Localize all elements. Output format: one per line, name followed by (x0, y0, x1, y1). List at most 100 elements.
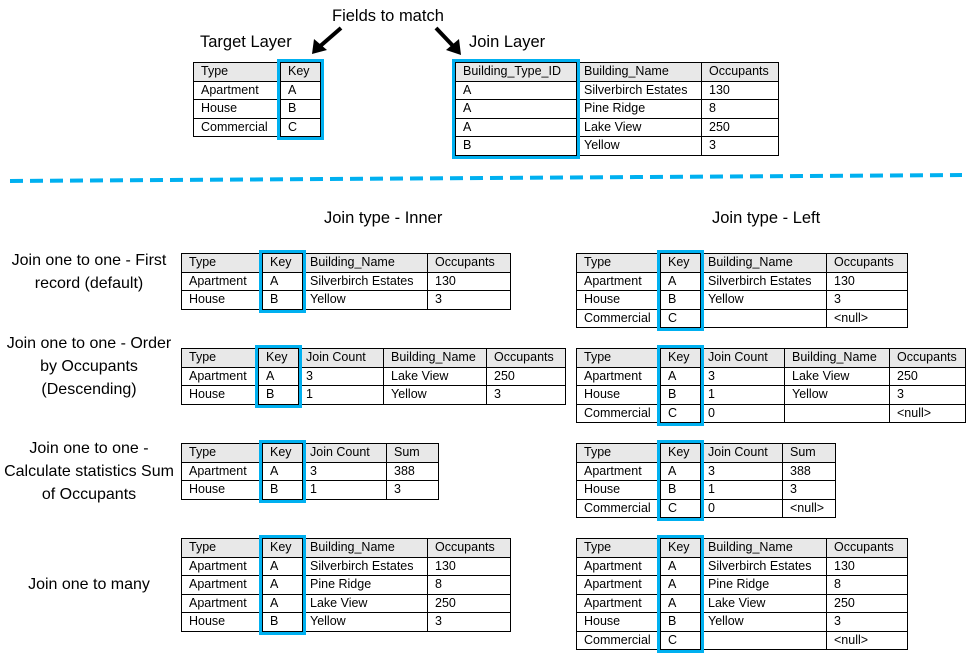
table-row: House B Yellow 3 (576, 290, 908, 310)
column-header: Join Count (700, 348, 785, 368)
table-cell: Yellow (700, 612, 827, 632)
table-cell: 130 (427, 271, 511, 291)
table-cell: Apartment (181, 575, 263, 595)
column-header: Building_Name (700, 538, 827, 558)
table-cell: Apartment (181, 366, 259, 386)
table-cell: Commercial (193, 117, 281, 137)
column-header: Occupants (486, 348, 566, 368)
column-header: Occupants (889, 348, 966, 368)
table-cell: Yellow (576, 136, 702, 156)
header-row: Type Key Building_Name Occupants (576, 538, 908, 558)
header-row: Type Key Join Count Building_Name Occupants (181, 348, 566, 368)
table-cell: Commercial (576, 403, 661, 423)
left-join-heading: Join type - Left (712, 209, 821, 227)
header-row: Type Key Building_Name Occupants (181, 253, 511, 273)
table-cell: B (660, 290, 701, 310)
table-cell: 130 (826, 271, 908, 291)
table-cell: Silverbirch Estates (576, 80, 702, 100)
table-row: Apartment A 3 388 (181, 461, 439, 481)
table-cell: Silverbirch Estates (700, 556, 827, 576)
table-cell: <null> (782, 498, 836, 518)
inner2-table: Type Key Join Count Building_Name Occupants A… (181, 348, 566, 405)
arrow-icon (312, 26, 343, 54)
table-cell: Apartment (576, 366, 661, 386)
table-cell: House (576, 480, 661, 500)
column-header: Building_Name (576, 62, 702, 82)
column-header: Type (576, 348, 661, 368)
table-cell: 250 (889, 366, 966, 386)
column-header: Occupants (427, 253, 511, 273)
table-row: Commercial C <null> (576, 308, 908, 328)
inner3-table: Type Key Join Count Sum Apartment A 3 388 House B… (181, 443, 439, 500)
column-header: Type (181, 253, 263, 273)
column-header: Type (576, 538, 661, 558)
table-cell: 130 (427, 556, 511, 576)
table-cell: 3 (486, 385, 566, 405)
table-row: House B 1 Yellow 3 (181, 385, 566, 405)
column-header: Type (181, 348, 259, 368)
table-cell: 1 (298, 385, 384, 405)
fields-to-match-label: Fields to match (332, 7, 444, 25)
table-row: A Lake View 250 (455, 117, 779, 137)
header-row: Building_Type_ID Building_Name Occupants (455, 62, 779, 82)
table-cell: Apartment (181, 556, 263, 576)
header-row: Type Key Join Count Sum (576, 443, 836, 463)
table-cell: 0 (700, 403, 785, 423)
column-header: Sum (782, 443, 836, 463)
table-cell: 3 (298, 366, 384, 386)
table-cell: Apartment (576, 593, 661, 613)
section-divider (9, 173, 963, 183)
table-cell: 0 (700, 498, 783, 518)
table-cell: B (660, 612, 701, 632)
table-row: Apartment A 3 388 (576, 461, 836, 481)
header-row: Type Key (193, 62, 321, 82)
column-header: Key (262, 443, 303, 463)
table-cell: B (455, 136, 577, 156)
table-cell: B (660, 385, 701, 405)
table-row: Apartment A 3 Lake View 250 (181, 366, 566, 386)
table-cell: 130 (701, 80, 779, 100)
column-header: Type (576, 443, 661, 463)
header-row: Type Key Join Count Building_Name Occupants (576, 348, 966, 368)
header-row: Type Key Join Count Sum (181, 443, 439, 463)
table-cell: House (576, 385, 661, 405)
column-header: Occupants (826, 253, 908, 273)
table-cell: 1 (700, 385, 785, 405)
table-cell: B (262, 480, 303, 500)
table-cell: Yellow (383, 385, 487, 405)
table-cell: House (181, 480, 263, 500)
table-cell: 388 (386, 461, 439, 481)
column-header: Occupants (427, 538, 511, 558)
column-header: Key (280, 62, 321, 82)
header-row: Type Key Building_Name Occupants (576, 253, 908, 273)
table-cell: Apartment (181, 271, 263, 291)
table-cell: Lake View (383, 366, 487, 386)
column-header: Building_Name (302, 538, 428, 558)
table-row: Apartment A (193, 80, 321, 100)
table-cell: 3 (427, 290, 511, 310)
table-cell: A (280, 80, 321, 100)
table-row: A Pine Ridge 8 (455, 99, 779, 119)
table-row: Commercial C <null> (576, 630, 908, 650)
table-cell: 1 (302, 480, 387, 500)
table-cell: Pine Ridge (576, 99, 702, 119)
column-header: Occupants (826, 538, 908, 558)
table-cell: 250 (826, 593, 908, 613)
table-cell: Apartment (576, 461, 661, 481)
column-header: Occupants (701, 62, 779, 82)
table-row: Commercial C 0 <null> (576, 498, 836, 518)
column-header: Type (576, 253, 661, 273)
table-cell: Apartment (576, 556, 661, 576)
column-header: Key (660, 253, 701, 273)
header-row: Type Key Building_Name Occupants (181, 538, 511, 558)
table-cell: House (193, 99, 281, 119)
table-cell: Silverbirch Estates (302, 556, 428, 576)
target-layer-label: Target Layer (200, 33, 292, 51)
table-row: Commercial C (193, 117, 321, 137)
table-cell: Apartment (576, 271, 661, 291)
column-header: Building_Name (302, 253, 428, 273)
left4-table: Type Key Building_Name Occupants Apartment A S… (576, 538, 908, 650)
column-header: Key (262, 253, 303, 273)
row-label-one-to-many: Join one to many (28, 576, 150, 593)
